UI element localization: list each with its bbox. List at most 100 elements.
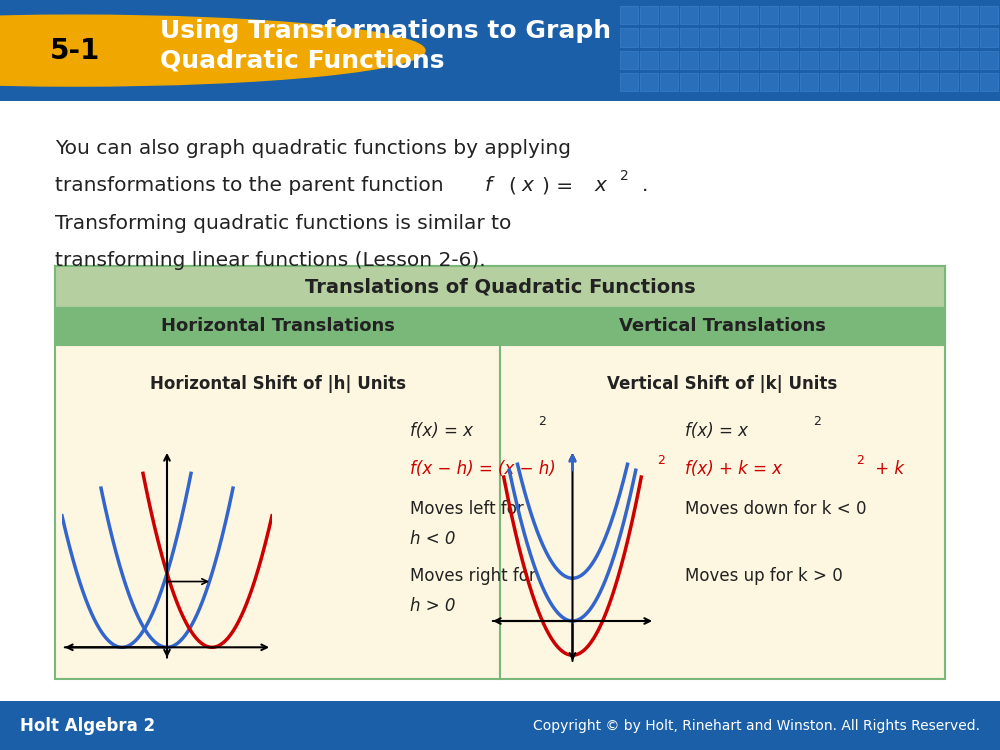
Bar — [960, 6, 978, 24]
Bar — [700, 51, 718, 69]
Text: Vertical Translations: Vertical Translations — [619, 317, 826, 335]
Text: Transforming quadratic functions is similar to: Transforming quadratic functions is simi… — [55, 214, 511, 232]
Bar — [940, 28, 958, 46]
Bar — [840, 28, 858, 46]
Text: Translations of Quadratic Functions: Translations of Quadratic Functions — [305, 278, 695, 296]
Text: x: x — [595, 176, 607, 195]
Text: You can also graph quadratic functions by applying: You can also graph quadratic functions b… — [55, 139, 571, 158]
Bar — [640, 51, 658, 69]
Text: transforming linear functions (Lesson 2-6).: transforming linear functions (Lesson 2-… — [55, 251, 486, 270]
Text: h > 0: h > 0 — [410, 597, 455, 615]
Text: transformations to the parent function: transformations to the parent function — [55, 176, 450, 195]
Text: 2: 2 — [856, 454, 864, 467]
Bar — [780, 28, 798, 46]
Bar — [940, 6, 958, 24]
Text: f(x) = x: f(x) = x — [410, 422, 473, 440]
Bar — [720, 73, 738, 92]
FancyBboxPatch shape — [0, 701, 1000, 750]
Text: 2: 2 — [657, 454, 665, 467]
Bar — [820, 28, 838, 46]
Text: .: . — [642, 176, 648, 195]
Bar — [740, 51, 758, 69]
Bar — [700, 73, 718, 92]
Bar — [700, 28, 718, 46]
Bar — [680, 6, 698, 24]
Bar — [660, 28, 678, 46]
Bar — [760, 51, 778, 69]
Text: x: x — [522, 176, 534, 195]
Bar — [620, 73, 638, 92]
Text: 2: 2 — [620, 169, 629, 183]
Bar — [840, 51, 858, 69]
Text: h < 0: h < 0 — [410, 530, 455, 548]
Bar — [720, 51, 738, 69]
Bar — [55, 308, 945, 345]
Text: f: f — [485, 176, 492, 195]
Bar — [860, 73, 878, 92]
Bar — [880, 51, 898, 69]
Bar — [840, 73, 858, 92]
Bar — [820, 73, 838, 92]
Bar — [55, 266, 945, 679]
Text: Horizontal Translations: Horizontal Translations — [161, 317, 394, 335]
Text: f(x − h) = (x − h): f(x − h) = (x − h) — [410, 460, 556, 478]
Bar — [840, 6, 858, 24]
Bar — [780, 6, 798, 24]
Bar — [680, 51, 698, 69]
Text: Moves left for: Moves left for — [410, 500, 524, 517]
Bar — [800, 6, 818, 24]
Bar — [980, 73, 998, 92]
Bar — [780, 73, 798, 92]
Bar — [620, 28, 638, 46]
Bar — [860, 6, 878, 24]
FancyBboxPatch shape — [0, 0, 1000, 101]
Bar — [620, 6, 638, 24]
Text: (: ( — [508, 176, 516, 195]
Bar — [680, 28, 698, 46]
Bar — [920, 73, 938, 92]
Bar — [660, 73, 678, 92]
Bar — [800, 28, 818, 46]
Text: 5-1: 5-1 — [50, 37, 100, 64]
Circle shape — [0, 15, 425, 86]
Bar — [640, 6, 658, 24]
Text: Moves up for k > 0: Moves up for k > 0 — [685, 567, 843, 585]
Bar — [800, 51, 818, 69]
Bar — [660, 6, 678, 24]
Bar — [880, 73, 898, 92]
Bar — [900, 51, 918, 69]
Text: Moves down for k < 0: Moves down for k < 0 — [685, 500, 866, 517]
Bar — [800, 73, 818, 92]
Bar — [820, 6, 838, 24]
Text: f(x) + k = x: f(x) + k = x — [685, 460, 782, 478]
Bar — [740, 6, 758, 24]
Bar — [980, 51, 998, 69]
Bar — [860, 51, 878, 69]
Bar — [720, 28, 738, 46]
Bar — [880, 6, 898, 24]
Bar — [720, 6, 738, 24]
Bar — [55, 266, 945, 308]
Bar — [960, 51, 978, 69]
Bar — [940, 73, 958, 92]
Bar — [860, 28, 878, 46]
Bar — [920, 28, 938, 46]
Bar — [740, 73, 758, 92]
Bar — [940, 51, 958, 69]
Text: Vertical Shift of |k| Units: Vertical Shift of |k| Units — [607, 375, 838, 393]
Bar — [920, 6, 938, 24]
Bar — [640, 73, 658, 92]
Text: 2: 2 — [813, 415, 821, 428]
Text: Moves right for: Moves right for — [410, 567, 536, 585]
Text: + k: + k — [870, 460, 904, 478]
Bar — [760, 73, 778, 92]
Bar — [960, 73, 978, 92]
Bar — [700, 6, 718, 24]
Bar — [900, 28, 918, 46]
Bar — [760, 28, 778, 46]
Bar — [960, 28, 978, 46]
Text: f(x) = x: f(x) = x — [685, 422, 748, 440]
Bar — [980, 28, 998, 46]
Text: Copyright © by Holt, Rinehart and Winston. All Rights Reserved.: Copyright © by Holt, Rinehart and Winsto… — [533, 718, 980, 733]
Bar — [780, 51, 798, 69]
